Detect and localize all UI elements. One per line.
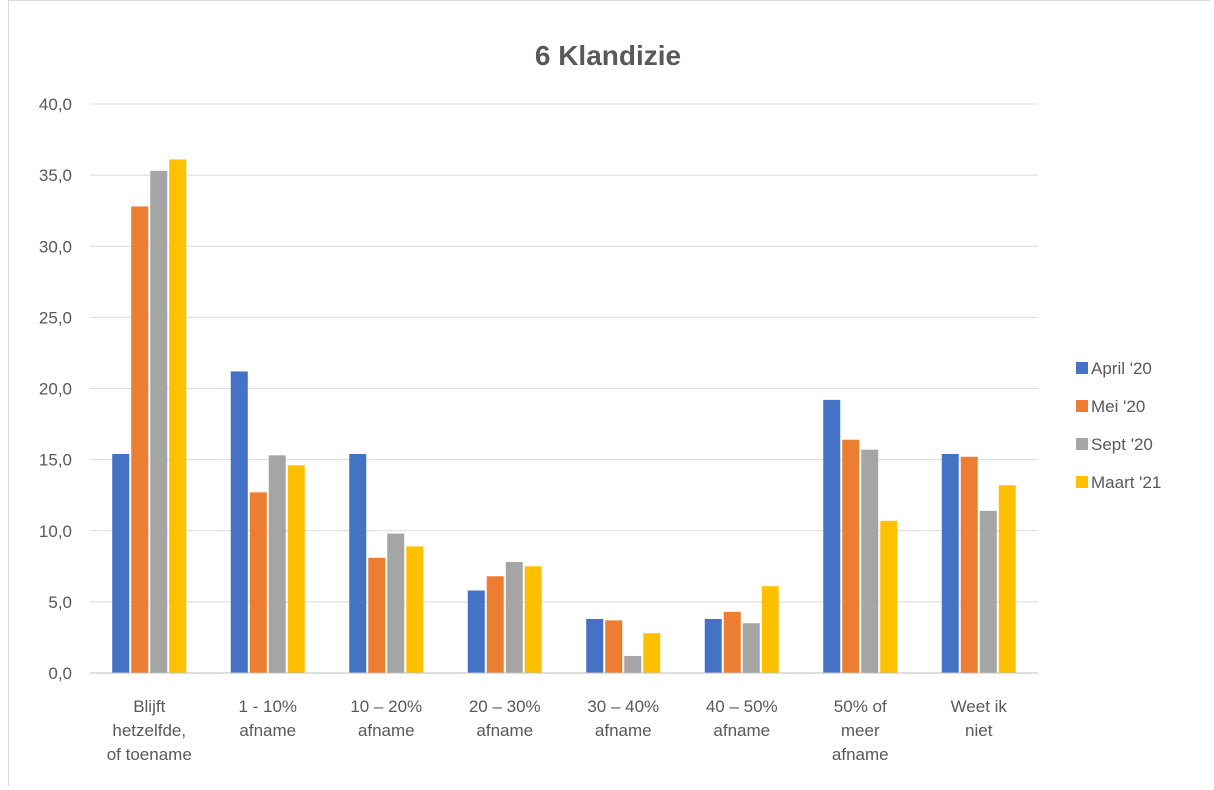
legend-label: Maart '21 [1091,473,1161,492]
bar [112,453,130,673]
bar [368,557,386,673]
bar [723,611,741,673]
bar [586,618,604,673]
bar [524,566,542,673]
bar [467,590,485,673]
bar [643,633,661,673]
y-axis-ticks: 0,0 5,0 10,0 15,0 20,0 25,0 30,0 35,0 40,0 [39,95,72,683]
bar [861,449,879,673]
x-tick-label: 30 – 40% afname [587,697,659,740]
y-tick-label: 35,0 [39,166,72,185]
bar [624,655,642,673]
bar [387,533,405,673]
bar [880,520,898,673]
bar [486,576,504,673]
bar [823,399,841,673]
legend-swatch [1076,362,1088,374]
bar [941,453,959,673]
y-tick-label: 25,0 [39,308,72,327]
bars [112,159,1016,674]
bar [287,465,305,673]
bar [979,510,997,673]
grid-lines [90,103,1038,603]
chart-frame [8,0,1210,786]
x-tick-label: 40 – 50% afname [706,697,778,740]
bar [268,455,286,673]
bar [742,623,760,673]
legend-label: Mei '20 [1091,397,1145,416]
bar [150,170,168,674]
chart-title: 6 Klandizie [535,40,681,71]
x-axis: Blijft hetzelfde, of toename 1 - 10% afname 1… [90,672,1038,764]
legend-swatch [1076,476,1088,488]
bar [169,159,187,674]
bar [349,453,367,673]
bar [842,439,860,673]
bar [605,620,623,673]
x-tick-label: 50% of meer afname [832,697,889,764]
legend-swatch [1076,400,1088,412]
y-tick-label: 10,0 [39,522,72,541]
bar [761,586,779,673]
x-tick-label: 20 – 30% afname [469,697,541,740]
x-tick-label: Weet ik niet [951,697,1008,740]
legend-swatch [1076,438,1088,450]
y-tick-label: 5,0 [48,593,72,612]
y-tick-label: 40,0 [39,95,72,114]
x-tick-label: 10 – 20% afname [350,697,422,740]
y-tick-label: 30,0 [39,237,72,256]
bar [998,485,1016,673]
legend-label: Sept '20 [1091,435,1153,454]
bar [960,456,978,673]
bar [131,206,149,674]
x-tick-label: 1 - 10% afname [238,697,297,740]
bar [230,371,248,673]
y-tick-label: 0,0 [48,664,72,683]
legend: April '20 Mei '20 Sept '20 Maart '21 [1076,359,1161,492]
bar [249,492,267,673]
legend-label: April '20 [1091,359,1152,378]
y-tick-label: 20,0 [39,380,72,399]
bar [704,618,722,673]
bar [505,562,523,673]
bar [406,546,424,673]
y-tick-label: 15,0 [39,451,72,470]
x-tick-label: Blijft hetzelfde, of toename [107,697,192,764]
